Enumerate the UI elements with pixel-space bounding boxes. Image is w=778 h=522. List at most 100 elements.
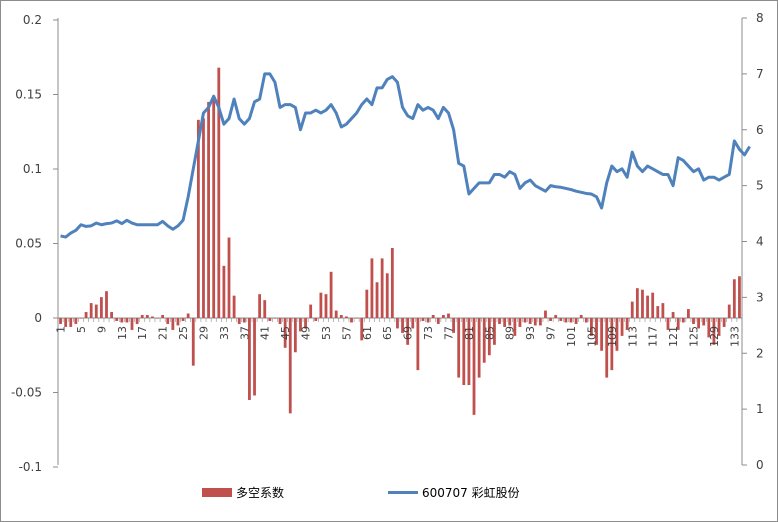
left-tick-label: 0.1 [23,162,42,176]
bar [697,318,701,329]
bar [365,289,369,318]
bar [472,318,476,415]
bar [661,303,665,318]
bar [738,276,741,318]
bar [518,318,522,327]
right-tick-label: 5 [756,179,764,193]
bar [273,318,277,319]
legend-label-line: 600707 彩虹股份 [422,486,520,500]
x-tick-label: 73 [422,326,435,340]
x-tick-label: 1 [55,326,68,333]
right-tick-label: 8 [756,11,764,25]
bar [350,318,353,323]
price-line [60,72,751,239]
bar [590,318,593,336]
bar [554,315,558,318]
bar [538,318,542,326]
bar [666,318,670,330]
bar [176,318,180,326]
right-tick-label: 3 [756,290,764,304]
bar [161,315,165,318]
bar [447,313,450,318]
bar [707,318,711,338]
axes [57,18,743,465]
x-tick-label: 53 [320,326,333,340]
bar [523,318,527,323]
bar [105,291,108,318]
x-tick-label: 85 [483,326,496,340]
bar [329,271,333,318]
bar [74,318,78,324]
bar [99,297,103,318]
x-tick-label: 113 [626,326,639,347]
bar [559,318,563,321]
bar [344,316,348,318]
bar [620,318,624,336]
bar [156,318,159,319]
bar [441,315,445,318]
bar [396,318,399,329]
bar [615,318,619,351]
x-axis-ticks: 1 5 9 13 17 21 25 29 33 37 41 45 49 53 57 61 65 69 73 77 81 8… [55,318,743,347]
bar [462,318,466,386]
bar [263,300,267,318]
bar [401,318,404,333]
bar [166,318,170,324]
x-tick-label: 61 [361,326,374,340]
right-tick-label: 0 [756,458,764,472]
right-axis-ticks: 8 7 6 5 4 3 2 1 0 [742,11,764,472]
x-tick-label: 41 [259,326,272,340]
bar [528,318,532,324]
bar [635,288,639,318]
bar [125,318,129,323]
bar [370,258,374,318]
bar [513,318,517,336]
bar [130,318,134,330]
x-tick-label: 133 [728,326,741,347]
bar [309,304,313,318]
bar [84,312,88,318]
bar [212,98,216,318]
bar [549,318,552,321]
bar [69,318,73,327]
x-tick-label: 29 [197,326,210,340]
bar [268,318,272,321]
bar [467,318,471,386]
left-tick-label: 0.15 [15,88,42,102]
bar [248,318,251,400]
bar [452,318,456,333]
bar [115,318,119,321]
bar [656,306,660,318]
x-tick-label: 93 [524,326,537,340]
x-tick-label: 21 [157,326,170,340]
bar [89,303,93,318]
bar [135,318,139,324]
right-tick-label: 6 [756,123,764,137]
bar [544,310,547,318]
x-tick-label: 69 [402,326,415,340]
bar [533,318,537,326]
bar [487,318,491,356]
bar [406,318,410,345]
bar [646,295,649,318]
bar [732,279,736,318]
bar [232,295,236,318]
left-tick-label: 0 [34,311,42,325]
bar [584,318,588,323]
bar [579,315,583,318]
x-tick-label: 13 [116,326,129,340]
bar [508,318,512,326]
bar [283,318,287,348]
x-tick-label: 17 [136,326,149,340]
bar [493,318,496,345]
bar [375,282,379,318]
bar [196,119,200,318]
bar [110,312,114,318]
bar [202,118,205,318]
bar [630,301,634,318]
x-tick-label: 97 [545,326,558,340]
bar [712,318,716,345]
x-tick-label: 77 [442,326,455,340]
bar [431,315,435,318]
bar [191,318,195,366]
